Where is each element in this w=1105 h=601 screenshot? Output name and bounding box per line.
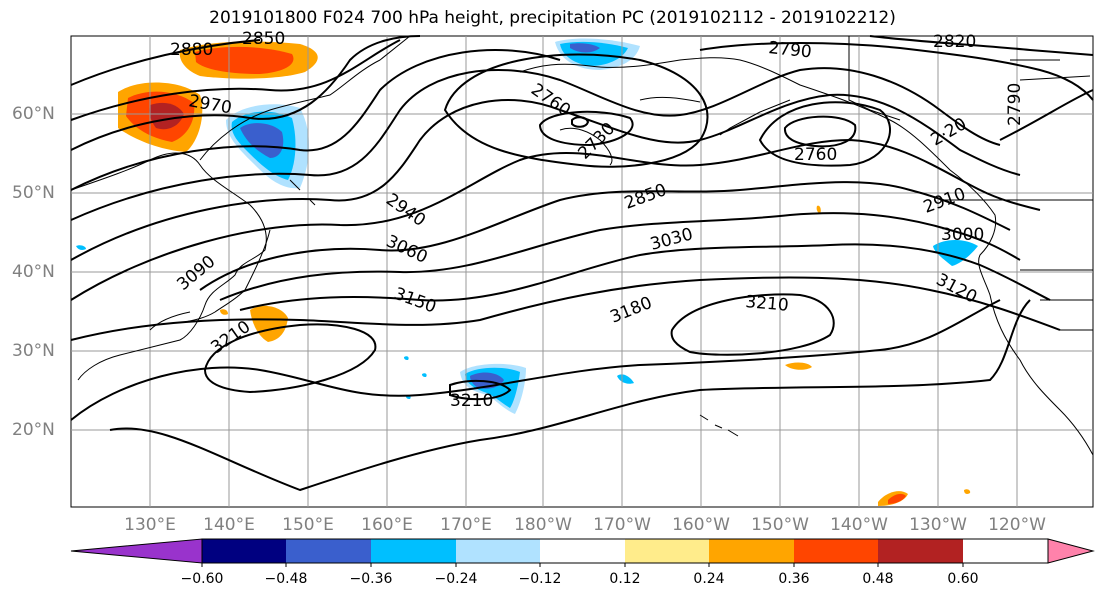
colorbar-segment [456, 539, 540, 563]
colorbar-segment [371, 539, 456, 563]
contour-low-gulf [783, 115, 857, 148]
colorbar-segment [286, 539, 371, 563]
lon-label-160w: 160°W [672, 515, 730, 535]
contour-label: 2790 [767, 38, 812, 62]
lat-label-20n: 20°N [12, 420, 55, 440]
coast-kuril [289, 179, 316, 206]
colorbar-extend-low [70, 538, 203, 564]
lon-label-140w: 140°W [830, 515, 888, 535]
contour-label: 3210 [450, 391, 493, 411]
graticule [71, 36, 1093, 507]
colorbar-extend-high [1047, 538, 1095, 564]
coast-hawaii [699, 414, 739, 437]
contour-3210-east [670, 293, 835, 356]
colorbar-label: 0.48 [862, 571, 894, 587]
colorbar-label: −0.60 [180, 571, 224, 587]
precip-blob-california [933, 240, 978, 266]
colorbar-ticks [201, 563, 964, 567]
colorbar-label: −0.12 [518, 571, 562, 587]
map-title: 2019101800 F024 700 hPa height, precipit… [209, 8, 896, 28]
colorbar-label: −0.48 [264, 571, 308, 587]
contour-label: 2790 [1005, 83, 1025, 126]
lon-label-170w: 170°W [593, 515, 651, 535]
contour-low-bering [538, 110, 634, 147]
colorbar-segment [202, 539, 286, 563]
lon-label-130e: 130°E [124, 515, 176, 535]
lon-label-150e: 150°E [282, 515, 334, 535]
coast-kamchatka [199, 35, 411, 161]
colorbar-label: 0.24 [693, 571, 725, 587]
precip-blob-subtropic [785, 362, 812, 370]
lat-label-40n: 40°N [12, 262, 55, 282]
lat-label-30n: 30°N [12, 341, 55, 361]
colorbar-segments [70, 538, 1095, 564]
colorbar-segment [540, 539, 625, 563]
lon-label-140e: 140°E [203, 515, 255, 535]
precip-blob-japan [250, 305, 288, 342]
colorbar-segment [709, 539, 794, 563]
colorbar-segment [878, 539, 963, 563]
colorbar-segment [625, 539, 709, 563]
height-contours [70, 35, 1094, 492]
lon-label-130w: 130°W [909, 515, 967, 535]
colorbar-label: 0.36 [778, 571, 810, 587]
lat-label-60n: 60°N [12, 104, 55, 124]
contour-label: 2820 [933, 32, 976, 52]
lon-label-180w: 180°W [514, 515, 572, 535]
contour-label: 2760 [794, 145, 837, 165]
precip-positive-areas [118, 41, 971, 506]
contour-label: 2880 [170, 40, 213, 60]
coastlines [70, 35, 1094, 456]
colorbar-segment [794, 539, 878, 563]
lon-label-150w: 150°W [751, 515, 809, 535]
colorbar-label: 0.12 [609, 571, 641, 587]
contour-label: 3210 [745, 292, 790, 316]
contour-3210-west [203, 323, 377, 394]
colorbar-label: −0.36 [349, 571, 393, 587]
lon-label-120w: 120°W [988, 515, 1046, 535]
coast-japan [184, 229, 271, 323]
lon-label-160e: 160°E [361, 515, 413, 535]
contour-3210-central [449, 379, 512, 401]
contour-label: 2850 [242, 29, 285, 49]
coast-asia [70, 152, 267, 381]
lat-label-50n: 50°N [12, 183, 55, 203]
colorbar-outline [201, 538, 1049, 564]
colorbar-label: 0.60 [947, 571, 979, 587]
coast-alaska [519, 57, 1094, 456]
contour-label: 3000 [941, 225, 984, 245]
map-plot: 2880 2850 2970 2790 2820 2790 2760 2730 … [70, 29, 1094, 508]
lon-label-170e: 170°E [440, 515, 492, 535]
colorbar-label: −0.24 [434, 571, 478, 587]
